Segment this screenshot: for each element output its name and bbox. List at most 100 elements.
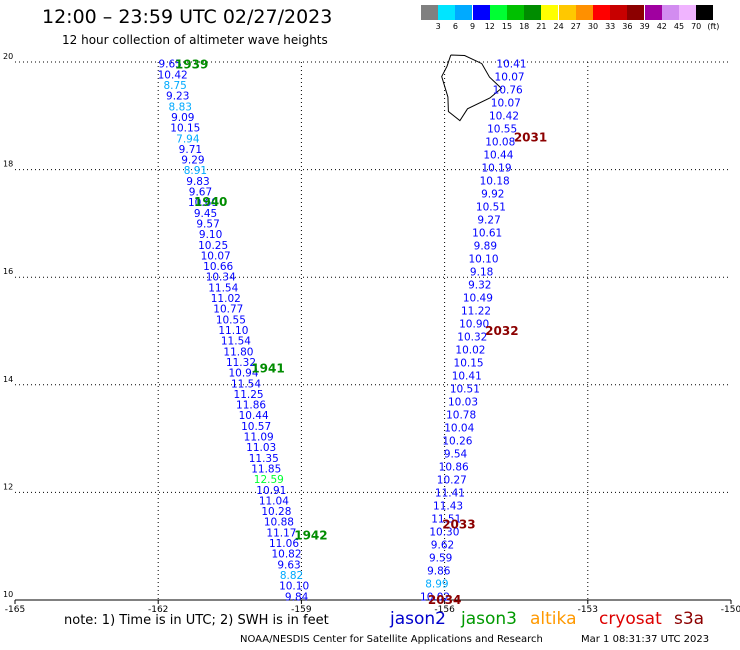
wave-height-label: 9.45 [194,208,217,220]
wave-height-label: 9.89 [474,241,497,253]
wave-height-label: 10.42 [158,69,188,81]
wave-height-label: 10.26 [442,435,472,447]
wave-height-label: 10.88 [264,517,294,529]
wave-height-label: 9.59 [429,552,452,564]
wave-height-label: 11.51 [431,513,461,525]
mission-jason2: jason2 [390,609,446,629]
wave-height-label: 10.86 [439,461,469,473]
wave-height-label: 8.99 [425,578,448,590]
wave-height-label: 11.54 [221,336,251,348]
wave-height-label: 10.02 [420,591,450,603]
wave-height-label: 10.15 [454,357,484,369]
legend-swatch [524,5,542,20]
legend-swatch [472,5,490,20]
wave-height-label: 11.02 [211,293,241,305]
legend-swatch [661,5,679,20]
x-tick-label: -156 [434,605,455,615]
wave-height-label: 11.54 [231,378,261,390]
wave-height-label: 9.92 [481,189,504,201]
y-tick-label: 10 [3,590,13,599]
wave-height-label: 10.91 [256,485,286,497]
wave-height-label: 9.27 [477,215,500,227]
pass-time-label: 2034 [428,593,461,607]
wave-height-label: 10.77 [213,304,243,316]
wave-height-label: 10.10 [279,581,309,593]
note-text: note: 1) Time is in UTC; 2) SWH is in fe… [64,613,329,628]
wave-height-label: 8.75 [163,80,186,92]
wave-height-label: 10.07 [201,250,231,262]
wave-height-label: 11.04 [259,495,289,507]
legend-label: 3 [435,22,441,31]
wave-height-label: 10.07 [491,98,521,110]
map-subtitle: 12 hour collection of altimeter wave hei… [62,33,328,47]
wave-height-label: 8.91 [184,165,207,177]
y-tick-label: 14 [3,375,13,384]
wave-height-label: 11.03 [246,442,276,454]
legend-swatch [696,5,714,20]
wave-height-label: 9.86 [427,565,451,577]
mission-altika: altika [530,609,577,629]
pass-time-label: 2033 [442,518,475,532]
wave-height-label: 9.54 [444,448,468,460]
wave-height-label: 10.51 [450,383,480,395]
wave-height-label: 11.41 [435,487,465,499]
wave-height-label: 10.41 [452,370,482,382]
wave-height-label: 9.63 [277,559,300,571]
wave-height-label: 10.04 [444,422,474,434]
wave-height-label: 9.62 [431,539,454,551]
pass-time-label: 1942 [294,528,327,542]
credit-text: NOAA/NESDIS Center for Satellite Applica… [240,634,543,645]
legend-swatch [679,5,696,20]
y-tick-label: 12 [3,482,13,491]
wave-height-label: 8.83 [169,101,192,113]
wave-height-label: 10.82 [271,549,301,561]
wave-height-label: 10.55 [487,124,517,136]
legend-label: 21 [536,22,547,31]
wave-height-label: 10.34 [206,272,236,284]
y-tick-label: 16 [3,267,13,276]
pass-time-label: 1940 [194,195,227,209]
wave-height-label: 9.57 [196,218,219,230]
timestamp: Mar 1 08:31:37 UTC 2023 [581,634,710,645]
legend-swatch [455,5,473,20]
wave-height-label: 9.10 [199,229,222,241]
x-tick-label: -150 [721,605,740,615]
wave-height-label: 10.41 [496,59,526,71]
wave-height-label: 10.32 [457,331,487,343]
x-tick-label: -159 [291,605,312,615]
wave-height-label: 10.03 [448,396,478,408]
legend-label: 6 [452,22,458,31]
wave-height-label: 12.59 [254,474,284,486]
wave-height-label: 10.76 [493,85,523,97]
wave-height-label: 10.27 [437,474,467,486]
wave-height-label: 10.94 [228,368,258,380]
wave-height-label: 9.29 [181,155,204,167]
wave-height-label: 10.30 [429,526,459,538]
y-tick-label: 18 [3,160,13,169]
pass-time-label: 1941 [251,362,284,376]
x-tick-label: -165 [5,605,25,615]
wave-height-label: 10.49 [463,293,493,305]
legend-label: 45 [673,22,685,31]
legend-label: 9 [470,22,476,31]
wave-height-label: 10.78 [446,409,476,421]
pass-time-label: 1939 [175,58,208,72]
mission-jason3: jason3 [461,609,517,629]
wave-height-label: 10.69 [188,197,218,209]
legend-label: 18 [519,22,530,31]
legend-swatch [541,5,559,20]
wave-height-label: 10.10 [468,254,498,266]
legend-swatch [507,5,524,20]
wave-height-label: 10.57 [241,421,271,433]
legend-label: 70 [691,22,702,31]
legend-label: 42 [656,22,667,31]
wave-height-label: 11.54 [208,282,238,294]
wave-height-label: 10.07 [495,72,525,84]
wave-height-label: 11.35 [249,453,279,465]
wave-height-label: 10.44 [239,410,269,422]
legend-swatch [558,5,576,20]
wave-height-label: 8.82 [280,570,303,582]
wave-height-label: 9.84 [285,591,309,603]
wave-height-label: 9.32 [468,280,491,292]
